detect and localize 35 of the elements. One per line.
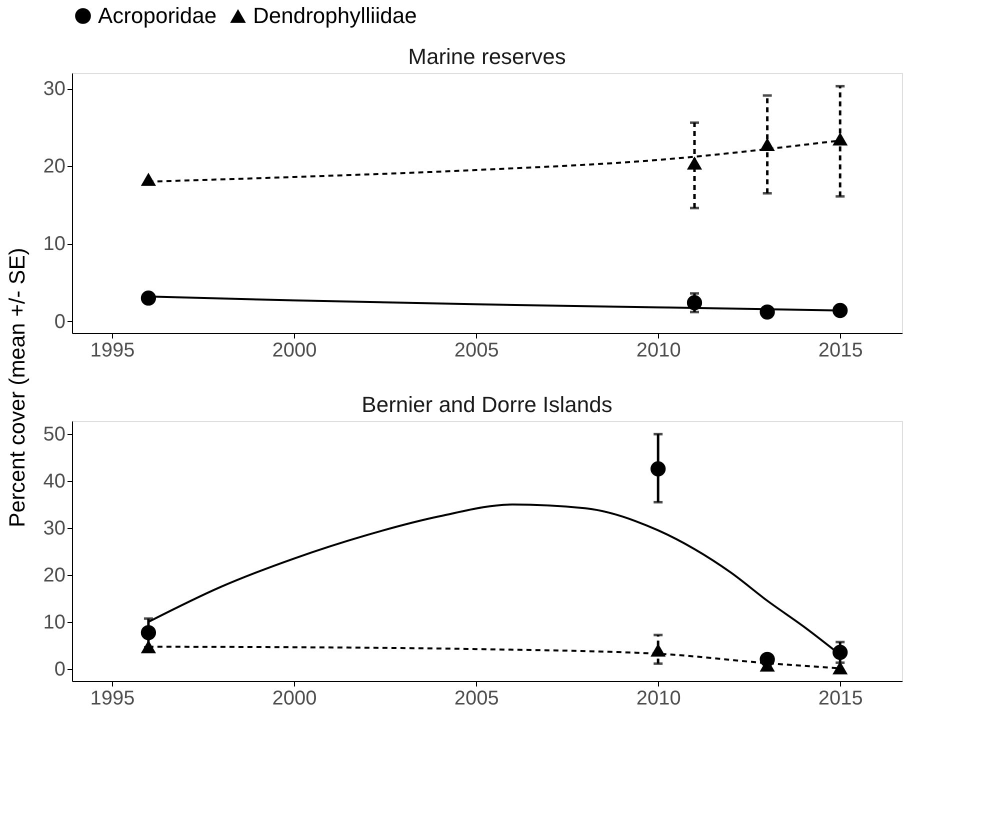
x-tick-label: 1995 [90, 340, 135, 362]
x-tick-label: 2015 [818, 688, 863, 710]
point [140, 290, 156, 306]
x-tick-label: 2015 [818, 340, 863, 362]
y-tick-label: 10 [43, 233, 66, 256]
y-tick-label: 40 [43, 470, 66, 493]
point [832, 661, 848, 674]
point [140, 640, 156, 654]
point [650, 461, 666, 476]
x-tick-label: 2000 [272, 688, 317, 710]
y-tick-label: 20 [43, 564, 66, 586]
point [140, 625, 156, 640]
y-tick-label: 0 [54, 658, 66, 680]
x-tick-label: 2005 [454, 688, 499, 710]
chart-title: Bernier and Dorre Islands [362, 392, 612, 417]
point [832, 302, 848, 318]
y-tick-label: 0 [54, 310, 66, 333]
point [686, 156, 702, 170]
x-tick-label: 2000 [272, 340, 317, 362]
legend-label: Dendrophylliidae [253, 3, 417, 28]
x-tick-label: 2010 [636, 688, 681, 710]
point [832, 644, 848, 660]
y-axis-title: Percent cover (mean +/- SE) [4, 248, 30, 528]
legend-label: Acroporidae [98, 3, 217, 28]
chart-title: Marine reserves [408, 44, 566, 69]
y-tick-label: 30 [43, 78, 66, 100]
point [140, 172, 156, 186]
y-tick-label: 10 [43, 611, 66, 634]
x-tick-label: 2010 [636, 340, 681, 362]
y-tick-label: 30 [43, 518, 66, 540]
x-tick-label: 2005 [454, 340, 499, 362]
y-tick-label: 20 [43, 156, 66, 178]
y-tick-label: 50 [43, 424, 66, 446]
point [832, 132, 848, 146]
x-tick-label: 1995 [90, 688, 135, 710]
